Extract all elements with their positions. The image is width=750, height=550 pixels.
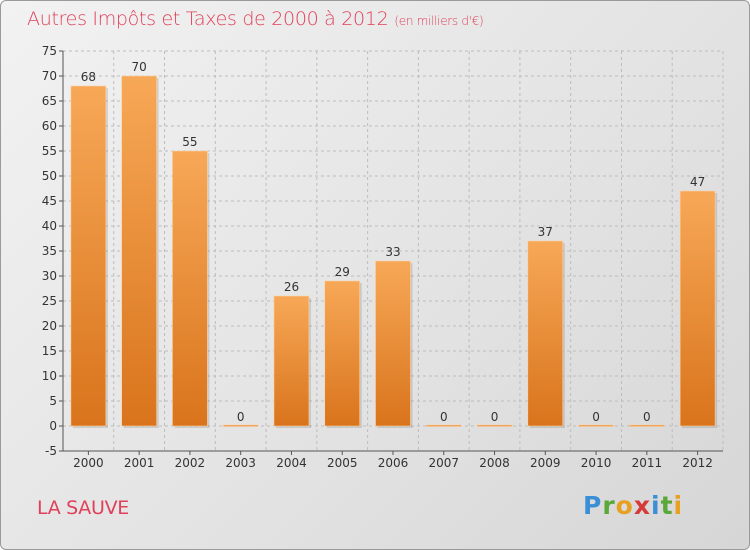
- bar: [70, 85, 107, 427]
- y-tick-label: 0: [49, 419, 57, 433]
- y-tick-label: 40: [42, 219, 57, 233]
- bar: [121, 75, 157, 427]
- y-tick-label: 30: [42, 269, 57, 283]
- y-tick-label: 50: [42, 169, 57, 183]
- chart-title: Autres Impôts et Taxes de 2000 à 2012 (en…: [27, 8, 484, 30]
- y-tick-label: 5: [49, 394, 57, 408]
- bar: [273, 295, 310, 427]
- x-tick-label: 2003: [225, 456, 256, 470]
- data-label: 0: [643, 410, 651, 424]
- logo-letter: P: [583, 491, 603, 520]
- y-tick-label: 60: [42, 119, 57, 133]
- x-tick-label: 2005: [327, 456, 358, 470]
- commune-name: LA SAUVE: [37, 497, 129, 519]
- x-tick-label: 2008: [479, 456, 510, 470]
- data-label: 68: [81, 70, 96, 84]
- y-tick-label: 70: [42, 69, 57, 83]
- data-label: 29: [335, 265, 350, 279]
- x-tick-label: 2010: [581, 456, 612, 470]
- bar: [679, 190, 716, 427]
- data-label: 33: [385, 245, 400, 259]
- y-tick-label: 20: [42, 319, 57, 333]
- data-label: 0: [491, 410, 499, 424]
- data-label: 0: [440, 410, 448, 424]
- data-label: 26: [284, 280, 299, 294]
- y-tick-label: 55: [42, 144, 57, 158]
- data-label: 0: [237, 410, 245, 424]
- chart-unit: (en milliers d'€): [394, 14, 484, 28]
- data-labels: 68 70 55 0 26 29 33 0 0 37 0 0 47: [81, 60, 706, 424]
- x-tick-label: 2009: [530, 456, 561, 470]
- y-tick-label: 75: [42, 44, 57, 58]
- bars: [70, 75, 718, 428]
- x-tick-label: 2006: [378, 456, 409, 470]
- bar: [476, 424, 513, 427]
- x-tick-label: 2007: [428, 456, 459, 470]
- y-tick-label: 35: [42, 244, 57, 258]
- logo-letter: r: [602, 491, 616, 520]
- logo-letter: o: [615, 491, 634, 520]
- proxiti-logo: Proxiti: [583, 491, 683, 520]
- axes: -5 0 5 10 15 20 25 30 35 40 45 50 55 60 65 70 75 2000 2001…: [42, 44, 723, 470]
- bar: [578, 424, 614, 427]
- logo-letter: x: [633, 491, 651, 520]
- data-label: 55: [182, 135, 197, 149]
- data-label: 37: [538, 225, 553, 239]
- bar: [324, 280, 361, 427]
- data-label: 47: [690, 175, 705, 189]
- x-tick-label: 2001: [124, 456, 155, 470]
- x-tick-label: 2012: [682, 456, 713, 470]
- y-tick-label: -5: [45, 444, 57, 458]
- x-tick-label: 2002: [175, 456, 206, 470]
- y-tick-label: 65: [42, 94, 57, 108]
- logo-letter: i: [651, 491, 661, 520]
- y-tick-label: 10: [42, 369, 57, 383]
- y-tick-label: 45: [42, 194, 57, 208]
- logo-letter: i: [673, 491, 684, 520]
- x-tick-label: 2000: [73, 456, 104, 470]
- bar: [375, 260, 411, 427]
- bar: [425, 424, 462, 427]
- bar: [527, 240, 564, 427]
- data-label: 70: [132, 60, 147, 74]
- bar: [629, 424, 665, 427]
- bar: [222, 424, 259, 427]
- x-tick-label: 2004: [276, 456, 307, 470]
- y-tick-label: 15: [42, 344, 57, 358]
- x-tick-label: 2011: [632, 456, 663, 470]
- bar: [172, 150, 208, 427]
- y-tick-label: 25: [42, 294, 57, 308]
- chart-title-text: Autres Impôts et Taxes de 2000 à 2012: [27, 8, 389, 30]
- logo-letter: t: [660, 491, 674, 520]
- data-label: 0: [592, 410, 600, 424]
